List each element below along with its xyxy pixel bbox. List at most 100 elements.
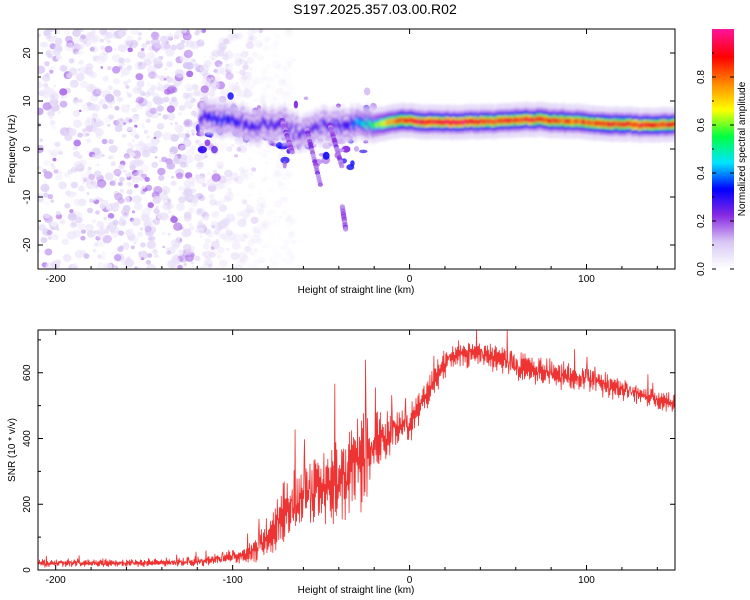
spectrogram-noise-speck [154, 156, 158, 159]
spectrogram-noise-speck [233, 177, 238, 182]
spectrogram-noise-speck [243, 235, 249, 240]
spectrogram-noise-speck [60, 95, 65, 99]
spectrogram-noise-speck [143, 129, 149, 134]
spectrogram-noise-speck [179, 161, 187, 168]
spectrogram-noise-speck [73, 139, 82, 147]
spectrogram-noise-speck [54, 44, 62, 51]
spectrogram-noise-speck [239, 76, 247, 84]
spectrogram-noise-speck [172, 257, 181, 265]
spectrogram-noise-speck [49, 101, 57, 108]
spectrogram-noise-speck [172, 103, 176, 107]
spectrogram-noise-speck [197, 161, 204, 168]
spectrogram-noise-speck [260, 68, 268, 75]
spectrogram-noise-speck [173, 35, 179, 40]
spectrogram-xtick-label: -200 [46, 274, 66, 285]
spectrogram-noise-speck [118, 163, 125, 170]
spectrogram-noise-speck [75, 51, 80, 55]
spectrogram-noise-speck [78, 98, 83, 103]
spectrogram-noise-speck [176, 42, 185, 51]
spectrogram-noise-speck [281, 238, 290, 246]
spectrogram-noise-speck [86, 207, 94, 214]
spectrogram-noise-speck [244, 246, 252, 253]
colorbar-cell [712, 181, 734, 184]
spectrogram-noise-speck [134, 266, 138, 269]
spectrogram-noise-speck [277, 180, 284, 187]
spectrogram-noise-speck [138, 176, 144, 182]
spectrogram-noise-speck [245, 37, 253, 44]
spectrogram-noise-speck [270, 97, 277, 104]
spectrogram-noise-speck [139, 122, 145, 128]
spectrogram-noise-speck [114, 201, 120, 207]
spectrogram-noise-speck [145, 109, 154, 118]
spectrogram-noise-speck [198, 195, 206, 201]
spectrogram-noise-speck [279, 61, 285, 67]
spectrogram-noise-speck [226, 187, 232, 192]
spectrogram-noise-speck [64, 133, 73, 142]
spectrogram-noise-speck [78, 29, 84, 33]
spectrogram-blob [227, 92, 234, 100]
spectrogram-noise-speck [67, 190, 75, 199]
colorbar-cell [712, 199, 734, 202]
colorbar-cell [712, 33, 734, 36]
spectrogram-noise-speck [92, 118, 102, 127]
spectrogram-noise-speck [106, 204, 112, 210]
spectrogram-noise-speck [226, 77, 229, 80]
colorbar-cell [712, 61, 734, 64]
spectrogram-noise-speck [227, 81, 237, 89]
spectrogram-noise-speck [96, 179, 107, 188]
spectrogram-streaks [279, 118, 349, 232]
spectrogram-noise-speck [183, 44, 187, 48]
spectrogram-noise-speck [224, 169, 233, 178]
spectrogram-noise-speck [226, 146, 233, 152]
colorbar-cell [712, 39, 734, 42]
spectrogram-noise-speck [273, 170, 281, 177]
spectrogram-noise-speck [152, 195, 162, 204]
spectrogram-noise-speck [69, 79, 79, 88]
spectrogram-noise-speck [86, 101, 92, 107]
spectrogram-noise-speck [170, 255, 180, 264]
spectrogram-noise-speck [54, 37, 63, 45]
spectrogram-noise-speck [125, 228, 134, 236]
spectrogram-noise-speck [184, 120, 191, 126]
spectrogram-noise-speck [260, 203, 267, 209]
spectrogram-noise-speck [120, 67, 130, 77]
spectrogram-noise-speck [101, 138, 108, 145]
colorbar-cell [712, 185, 734, 188]
spectrogram-noise-speck [199, 266, 202, 269]
spectrogram-noise-speck [72, 98, 80, 105]
spectrogram-noise-speck [137, 37, 141, 42]
spectrogram-noise-speck [51, 125, 56, 130]
spectrogram-noise-speck [286, 238, 294, 246]
spectrogram-noise-speck [127, 47, 133, 53]
spectrogram-noise-speck [273, 97, 277, 100]
spectrogram-noise-speck [68, 263, 78, 269]
spectrogram-noise-speck [183, 188, 193, 197]
spectrogram-noise-speck [127, 104, 131, 108]
spectrogram-noise-speck [64, 203, 71, 209]
spectrogram-noise-speck [95, 196, 100, 200]
spectrogram-noise-speck [55, 54, 63, 61]
colorbar-cell [712, 183, 734, 186]
spectrogram-noise-speck [112, 227, 120, 234]
spectrogram-noise-speck [190, 129, 196, 134]
colorbar-cell [712, 215, 734, 218]
spectrogram-noise-speck [229, 172, 239, 181]
spectrogram-noise-speck [223, 235, 230, 241]
spectrogram-noise-speck [288, 57, 296, 65]
spectrogram-noise-speck [210, 76, 214, 81]
spectrogram-noise-speck [271, 191, 277, 195]
spectrogram-noise-speck [170, 216, 178, 224]
colorbar-cell [712, 191, 734, 194]
spectrogram-noise-speck [265, 64, 270, 69]
spectrogram-noise-speck [214, 200, 221, 206]
spectrogram-noise-speck [63, 30, 70, 36]
spectrogram-noise-speck [130, 114, 140, 123]
spectrogram-noise-speck [178, 249, 184, 255]
spectrogram-noise-speck [242, 233, 248, 239]
spectrogram-noise-speck [131, 107, 138, 113]
spectrogram-noise-speck [135, 102, 144, 110]
spectrogram-noise-speck [222, 53, 230, 61]
spectrogram-noise-speck [247, 262, 254, 269]
spectrogram-noise-speck [151, 71, 154, 75]
spectrogram-noise-speck [231, 84, 241, 93]
